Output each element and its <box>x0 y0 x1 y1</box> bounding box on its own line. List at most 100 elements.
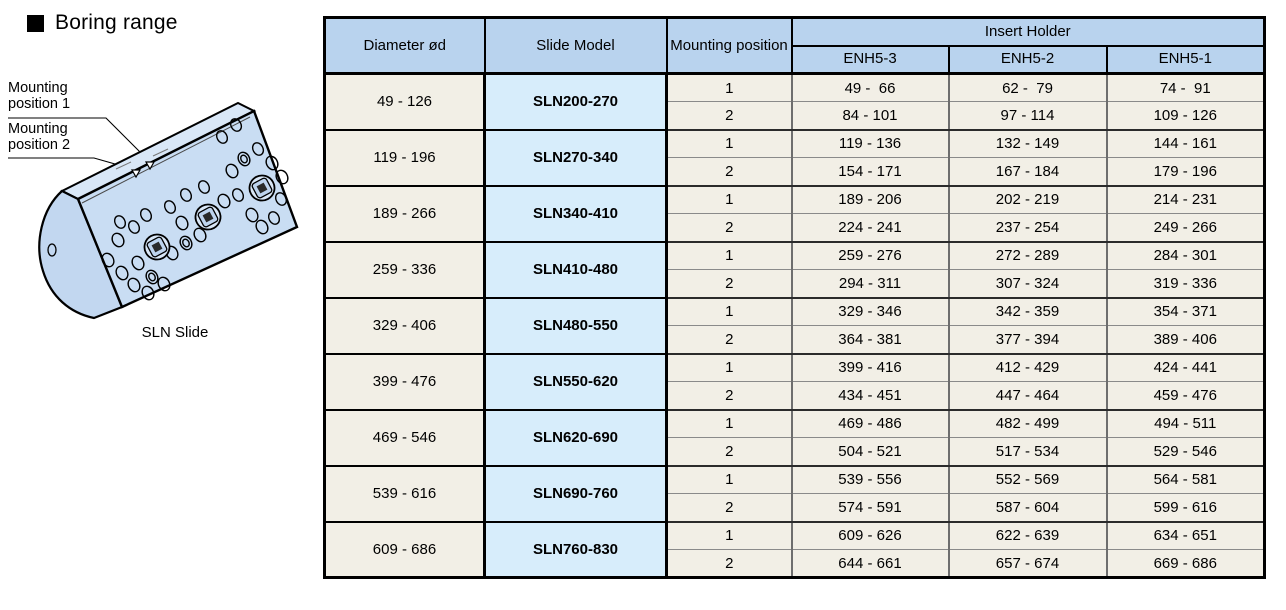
header-slide-model: Slide Model <box>483 16 668 75</box>
enh5-1-range-cell: 564 - 581 <box>1106 465 1265 494</box>
mounting-position-cell: 1 <box>666 465 793 494</box>
diameter-cell: 399 - 476 <box>324 353 486 411</box>
mounting-position-cell: 2 <box>666 325 793 355</box>
enh5-3-range-cell: 84 - 101 <box>791 101 950 131</box>
diameter-cell: 469 - 546 <box>324 409 486 467</box>
engraving-marks <box>115 148 169 170</box>
slide-model-cell: SLN410-480 <box>484 241 668 299</box>
enh5-2-range-cell: 307 - 324 <box>948 269 1108 299</box>
enh5-3-range-cell: 504 - 521 <box>791 437 950 467</box>
enh5-3-range-cell: 469 - 486 <box>791 409 950 438</box>
adjustment-screw-icon <box>248 174 276 202</box>
enh5-3-range-cell: 434 - 451 <box>791 381 950 411</box>
slide-model-cell: SLN690-760 <box>484 465 668 523</box>
mounting-position-cell: 1 <box>666 129 793 158</box>
section-title: Boring range <box>27 11 178 35</box>
position-marker-icons <box>130 161 156 179</box>
table-row: 2 504 - 521 517 - 534 529 - 546 <box>325 437 1265 467</box>
table-row: 119 - 196 SLN270-340 1 119 - 136 132 - 1… <box>324 129 1265 187</box>
mounting-position-cell: 2 <box>666 157 793 187</box>
side-hole <box>47 243 57 257</box>
mounting-position-cell: 1 <box>666 521 793 550</box>
enh5-3-range-cell: 259 - 276 <box>791 241 950 270</box>
table-row: 329 - 406 SLN480-550 1 329 - 346 342 - 3… <box>324 297 1265 355</box>
enh5-1-range-cell: 319 - 336 <box>1106 269 1265 299</box>
enh5-1-range-cell: 669 - 686 <box>1106 549 1265 579</box>
mounting-position-cell: 2 <box>666 437 793 467</box>
table-row: 399 - 476 SLN550-620 1 399 - 416 412 - 4… <box>324 353 1265 411</box>
sln-slide-illustration <box>8 101 299 320</box>
enh5-3-range-cell: 189 - 206 <box>791 185 950 214</box>
enh5-2-range-cell: 622 - 639 <box>948 521 1108 550</box>
table-row: 2 574 - 591 587 - 604 599 - 616 <box>325 493 1265 523</box>
table-row: 2 224 - 241 237 - 254 249 - 266 <box>325 213 1265 243</box>
table-row: 49 - 126 SLN200-270 1 49 - 66 62 - 79 74… <box>324 73 1265 131</box>
diameter-cell: 539 - 616 <box>324 465 486 523</box>
diameter-cell: 189 - 266 <box>324 185 486 243</box>
slide-model-cell: SLN550-620 <box>484 353 668 411</box>
enh5-3-range-cell: 399 - 416 <box>791 353 950 382</box>
mounting-position-cell: 2 <box>666 493 793 523</box>
header-diameter: Diameter ød <box>323 16 486 75</box>
mounting-position-cell: 1 <box>666 353 793 382</box>
bolt-holes <box>101 118 289 301</box>
enh5-3-range-cell: 539 - 556 <box>791 465 950 494</box>
enh5-1-range-cell: 529 - 546 <box>1106 437 1265 467</box>
enh5-3-range-cell: 49 - 66 <box>791 73 950 102</box>
adjustment-screw-icon <box>194 203 222 231</box>
table-row: 189 - 266 SLN340-410 1 189 - 206 202 - 2… <box>324 185 1265 243</box>
enh5-1-range-cell: 354 - 371 <box>1106 297 1265 326</box>
diameter-cell: 49 - 126 <box>324 73 486 131</box>
slide-model-cell: SLN270-340 <box>484 129 668 187</box>
mounting-position-cell: 1 <box>666 73 793 102</box>
enh5-2-range-cell: 587 - 604 <box>948 493 1108 523</box>
table-row: 2 644 - 661 657 - 674 669 - 686 <box>325 549 1265 579</box>
table-row: 469 - 546 SLN620-690 1 469 - 486 482 - 4… <box>324 409 1265 467</box>
enh5-2-range-cell: 447 - 464 <box>948 381 1108 411</box>
enh5-2-range-cell: 167 - 184 <box>948 157 1108 187</box>
mounting-position-cell: 2 <box>666 549 793 579</box>
table-row: 2 294 - 311 307 - 324 319 - 336 <box>325 269 1265 299</box>
enh5-2-range-cell: 482 - 499 <box>948 409 1108 438</box>
table-row: 259 - 336 SLN410-480 1 259 - 276 272 - 2… <box>324 241 1265 299</box>
enh5-1-range-cell: 249 - 266 <box>1106 213 1265 243</box>
mounting-position-2-label: Mounting position 2 <box>8 121 71 153</box>
table-row: 609 - 686 SLN760-830 1 609 - 626 622 - 6… <box>324 521 1265 579</box>
diameter-cell: 329 - 406 <box>324 297 486 355</box>
enh5-1-range-cell: 284 - 301 <box>1106 241 1265 270</box>
header-insert-holder: Insert Holder <box>790 16 1266 46</box>
slide-left-face <box>38 189 124 320</box>
illustration-caption: SLN Slide <box>141 324 209 341</box>
header-enh5-2: ENH5-2 <box>947 44 1108 75</box>
enh5-2-range-cell: 62 - 79 <box>948 73 1108 102</box>
mounting-position-1-label: Mounting position 1 <box>8 80 71 112</box>
enh5-2-range-cell: 412 - 429 <box>948 353 1108 382</box>
enh5-3-range-cell: 224 - 241 <box>791 213 950 243</box>
slide-model-cell: SLN340-410 <box>484 185 668 243</box>
section-marker-icon <box>27 14 44 32</box>
enh5-1-range-cell: 144 - 161 <box>1106 129 1265 158</box>
enh5-3-range-cell: 119 - 136 <box>791 129 950 158</box>
mounting-position-cell: 2 <box>666 269 793 299</box>
enh5-1-range-cell: 599 - 616 <box>1106 493 1265 523</box>
enh5-2-range-cell: 97 - 114 <box>948 101 1108 131</box>
enh5-2-range-cell: 237 - 254 <box>948 213 1108 243</box>
header-mounting-position: Mounting position <box>665 16 793 75</box>
mounting-position-cell: 2 <box>666 213 793 243</box>
enh5-1-range-cell: 459 - 476 <box>1106 381 1265 411</box>
mounting-position-cell: 2 <box>666 381 793 411</box>
enh5-1-range-cell: 179 - 196 <box>1106 157 1265 187</box>
table-row: 2 364 - 381 377 - 394 389 - 406 <box>325 325 1265 355</box>
mounting-position-cell: 1 <box>666 297 793 326</box>
diameter-cell: 119 - 196 <box>324 129 486 187</box>
section-title-label: Boring range <box>55 11 178 34</box>
enh5-1-range-cell: 424 - 441 <box>1106 353 1265 382</box>
enh5-3-range-cell: 644 - 661 <box>791 549 950 579</box>
table-row: 2 154 - 171 167 - 184 179 - 196 <box>325 157 1265 187</box>
enh5-3-range-cell: 364 - 381 <box>791 325 950 355</box>
enh5-1-range-cell: 214 - 231 <box>1106 185 1265 214</box>
table-row: 2 84 - 101 97 - 114 109 - 126 <box>325 101 1265 131</box>
enh5-3-range-cell: 329 - 346 <box>791 297 950 326</box>
boring-range-table: Diameter ød Slide Model Mounting positio… <box>323 16 1267 579</box>
